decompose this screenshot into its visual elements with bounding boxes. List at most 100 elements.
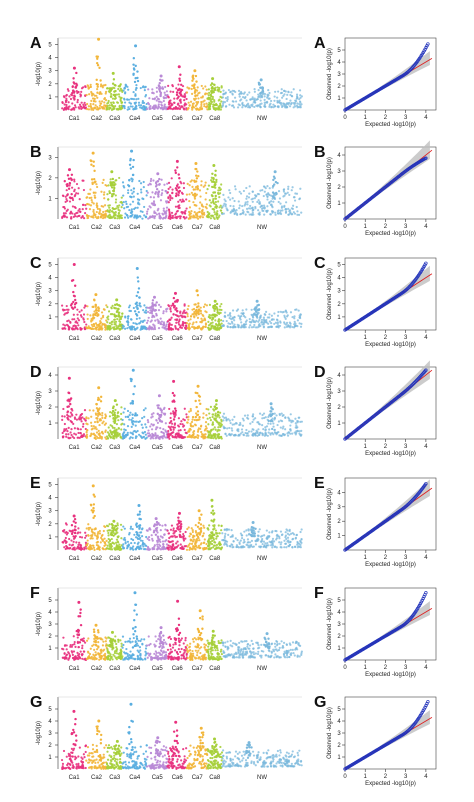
data-point bbox=[164, 430, 168, 433]
data-point bbox=[181, 105, 184, 108]
data-point bbox=[189, 100, 193, 103]
data-point bbox=[202, 416, 205, 419]
data-point bbox=[64, 195, 67, 198]
data-point bbox=[160, 193, 163, 197]
data-point bbox=[93, 323, 96, 326]
data-point bbox=[164, 528, 167, 531]
data-point bbox=[198, 416, 201, 419]
data-point bbox=[200, 209, 204, 212]
data-point bbox=[92, 103, 95, 106]
data-point bbox=[95, 183, 98, 186]
data-point bbox=[203, 103, 206, 106]
data-point bbox=[140, 423, 143, 426]
data-point bbox=[203, 526, 206, 529]
data-point bbox=[219, 326, 223, 330]
data-point bbox=[202, 524, 205, 527]
data-point bbox=[215, 547, 218, 550]
data-point bbox=[129, 157, 132, 161]
data-point bbox=[83, 320, 86, 324]
data-point bbox=[240, 428, 244, 431]
data-point bbox=[92, 493, 95, 496]
data-point bbox=[288, 101, 291, 105]
data-point bbox=[105, 539, 108, 542]
data-point bbox=[219, 204, 222, 207]
data-point bbox=[141, 539, 144, 543]
data-point bbox=[156, 535, 160, 538]
data-point bbox=[110, 307, 113, 310]
data-point bbox=[283, 314, 286, 317]
data-point bbox=[61, 327, 64, 330]
data-point bbox=[241, 211, 244, 215]
data-point bbox=[158, 177, 161, 181]
data-point bbox=[159, 321, 162, 324]
data-point bbox=[103, 324, 107, 327]
data-point bbox=[205, 207, 208, 210]
data-point bbox=[108, 204, 111, 207]
data-point bbox=[164, 547, 168, 550]
data-point bbox=[100, 83, 103, 86]
data-point bbox=[284, 208, 287, 211]
data-point bbox=[162, 543, 165, 546]
peak-point bbox=[91, 151, 95, 155]
data-point bbox=[213, 100, 216, 103]
data-point bbox=[259, 99, 262, 102]
data-point bbox=[96, 83, 99, 86]
data-point bbox=[126, 327, 129, 330]
data-point bbox=[187, 107, 190, 110]
data-point bbox=[292, 196, 296, 199]
data-point bbox=[118, 543, 121, 546]
data-point bbox=[94, 322, 98, 325]
data-point bbox=[117, 208, 120, 211]
data-point bbox=[210, 89, 213, 93]
data-point bbox=[159, 79, 163, 82]
data-point bbox=[89, 102, 92, 106]
data-point bbox=[188, 542, 191, 545]
data-point bbox=[146, 210, 149, 213]
data-point bbox=[262, 326, 265, 329]
data-point bbox=[93, 299, 96, 302]
data-point bbox=[281, 427, 284, 430]
data-point bbox=[159, 535, 162, 538]
data-point bbox=[66, 183, 69, 187]
data-point bbox=[196, 217, 200, 220]
data-point bbox=[109, 181, 112, 184]
data-point bbox=[89, 204, 93, 207]
data-point bbox=[85, 527, 88, 530]
data-point bbox=[98, 529, 101, 533]
chromosome-label-Ca4: Ca4 bbox=[129, 556, 141, 562]
data-point bbox=[189, 424, 193, 427]
data-point bbox=[114, 198, 118, 201]
data-point bbox=[251, 200, 254, 203]
data-point bbox=[100, 105, 103, 109]
data-point bbox=[73, 104, 77, 107]
data-point bbox=[195, 541, 198, 544]
data-point bbox=[95, 402, 98, 406]
peak-point bbox=[110, 170, 114, 174]
data-point bbox=[149, 206, 152, 209]
data-point bbox=[263, 98, 266, 101]
data-point bbox=[138, 302, 141, 305]
data-point bbox=[221, 415, 224, 418]
data-point bbox=[111, 406, 115, 410]
data-point bbox=[212, 316, 215, 319]
data-point bbox=[151, 299, 155, 302]
data-point bbox=[117, 87, 120, 91]
data-point bbox=[166, 547, 169, 550]
data-point bbox=[130, 541, 133, 545]
data-point bbox=[278, 535, 281, 538]
data-point bbox=[281, 96, 284, 99]
data-point bbox=[120, 428, 123, 431]
data-point bbox=[299, 543, 302, 547]
data-point bbox=[121, 422, 124, 425]
peak-point bbox=[67, 168, 71, 172]
data-point bbox=[168, 210, 171, 213]
data-point bbox=[144, 548, 147, 551]
data-point bbox=[115, 430, 118, 433]
data-point bbox=[108, 547, 111, 550]
data-point bbox=[231, 423, 234, 426]
data-point bbox=[85, 416, 88, 419]
data-point bbox=[90, 178, 94, 181]
data-point bbox=[188, 434, 191, 437]
chromosome-points-Ca4 bbox=[121, 368, 148, 440]
